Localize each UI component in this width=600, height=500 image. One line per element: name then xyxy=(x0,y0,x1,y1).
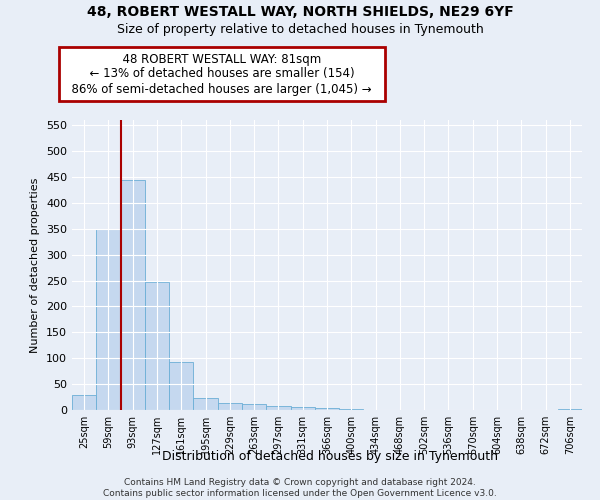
Y-axis label: Number of detached properties: Number of detached properties xyxy=(31,178,40,352)
Bar xyxy=(266,406,290,410)
Text: Size of property relative to detached houses in Tynemouth: Size of property relative to detached ho… xyxy=(116,22,484,36)
Bar xyxy=(290,408,315,410)
Bar xyxy=(169,362,193,410)
Bar xyxy=(121,180,145,410)
Bar xyxy=(242,404,266,410)
Bar xyxy=(96,229,121,410)
Text: 48, ROBERT WESTALL WAY, NORTH SHIELDS, NE29 6YF: 48, ROBERT WESTALL WAY, NORTH SHIELDS, N… xyxy=(86,5,514,19)
Bar xyxy=(315,408,339,410)
Bar xyxy=(193,398,218,410)
Text: Distribution of detached houses by size in Tynemouth: Distribution of detached houses by size … xyxy=(162,450,498,463)
Bar xyxy=(218,403,242,410)
Bar xyxy=(558,409,582,410)
Text: 48 ROBERT WESTALL WAY: 81sqm  
  ← 13% of detached houses are smaller (154)  
  : 48 ROBERT WESTALL WAY: 81sqm ← 13% of de… xyxy=(64,52,380,96)
Bar xyxy=(72,395,96,410)
Bar xyxy=(339,409,364,410)
Bar xyxy=(145,282,169,410)
Text: Contains HM Land Registry data © Crown copyright and database right 2024.
Contai: Contains HM Land Registry data © Crown c… xyxy=(103,478,497,498)
